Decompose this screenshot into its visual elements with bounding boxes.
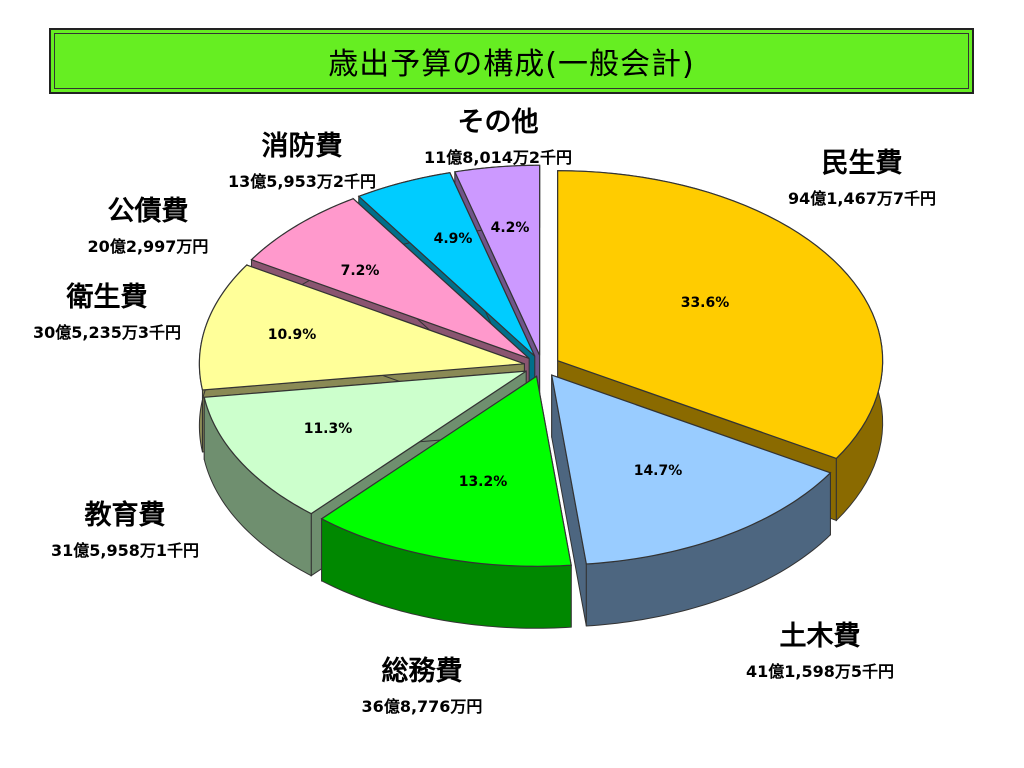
category-label-7: 消防費 [262,131,343,162]
pie-tops [198,164,884,567]
pie-slice-7 [357,172,536,357]
pie-slice-3 [320,375,572,567]
category-label-1: 民生費 [822,148,903,179]
amount-label-4: 31億5,958万1千円 [51,541,199,560]
category-label-4: 教育費 [85,499,166,531]
amount-label-1: 94億1,467万7千円 [788,189,936,208]
percent-label-2: 14.7% [634,463,683,479]
percent-label-3: 13.2% [459,474,508,490]
chart-title: 歳出予算の構成(一般会計) [328,47,695,82]
percent-label-6: 7.2% [341,263,380,279]
category-label-3: 総務費 [382,655,463,687]
percent-label-7: 4.9% [434,231,473,247]
percent-labels: 33.6% 14.7% 13.2% 11.3% 10.9% 7.2% 4.9% 4.2% [268,220,730,490]
amount-label-7: 13億5,953万2千円 [228,172,376,191]
amount-label-3: 36億8,776万円 [362,697,483,716]
pie-slice-2 [550,374,832,565]
pie-slice-1 [557,170,884,460]
category-label-2: 土木費 [780,621,861,652]
amount-label-2: 41億1,598万5千円 [746,662,894,681]
percent-label-1: 33.6% [681,295,730,311]
chart-title-box: 歳出予算の構成(一般会計) [49,28,974,94]
amount-label-8: 11億8,014万2千円 [424,148,572,167]
percent-label-5: 10.9% [268,327,317,343]
pie-slice-6 [250,197,530,360]
amount-label-6: 20億2,997万円 [88,237,209,256]
percent-label-8: 4.2% [491,220,530,236]
category-label-5: 衛生費 [66,281,148,313]
pie-slice-4 [203,370,527,515]
amount-label-5: 30億5,235万3千円 [33,323,181,342]
category-label-8: その他 [458,107,539,138]
pie-slice-5 [198,264,525,391]
category-label-6: 公債費 [108,196,189,227]
percent-label-4: 11.3% [304,421,353,437]
pie-slice-8 [453,164,541,356]
